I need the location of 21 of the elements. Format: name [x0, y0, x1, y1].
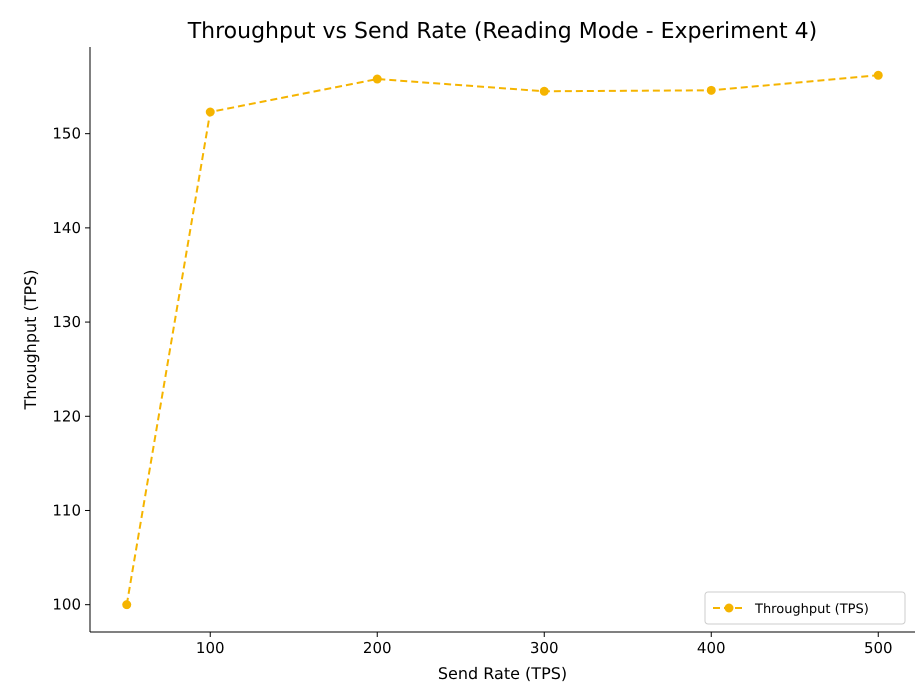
- x-axis-title: Send Rate (TPS): [438, 664, 568, 683]
- x-tick-label: 200: [362, 639, 392, 657]
- x-tick-label: 400: [696, 639, 726, 657]
- y-tick-label: 130: [52, 313, 81, 332]
- x-tick-label: 500: [864, 639, 893, 657]
- point: [372, 74, 382, 84]
- x-tick-label: 300: [530, 639, 559, 657]
- y-tick-label: 100: [52, 596, 81, 614]
- point: [706, 86, 716, 95]
- point: [122, 600, 132, 610]
- chart-title: Throughput vs Send Rate (Reading Mode - Experiment 4): [186, 19, 818, 44]
- y-tick-label: 110: [52, 501, 81, 520]
- y-tick-label: 140: [52, 218, 81, 237]
- point: [874, 70, 883, 80]
- x-tick-label: 100: [196, 639, 225, 657]
- y-axis-title: Throughput (TPS): [21, 269, 40, 411]
- legend-label: Throughput (TPS): [754, 602, 869, 617]
- y-tick-label: 120: [52, 407, 81, 426]
- point: [540, 86, 549, 96]
- point: [206, 108, 215, 116]
- y-tick-label: 150: [52, 124, 81, 143]
